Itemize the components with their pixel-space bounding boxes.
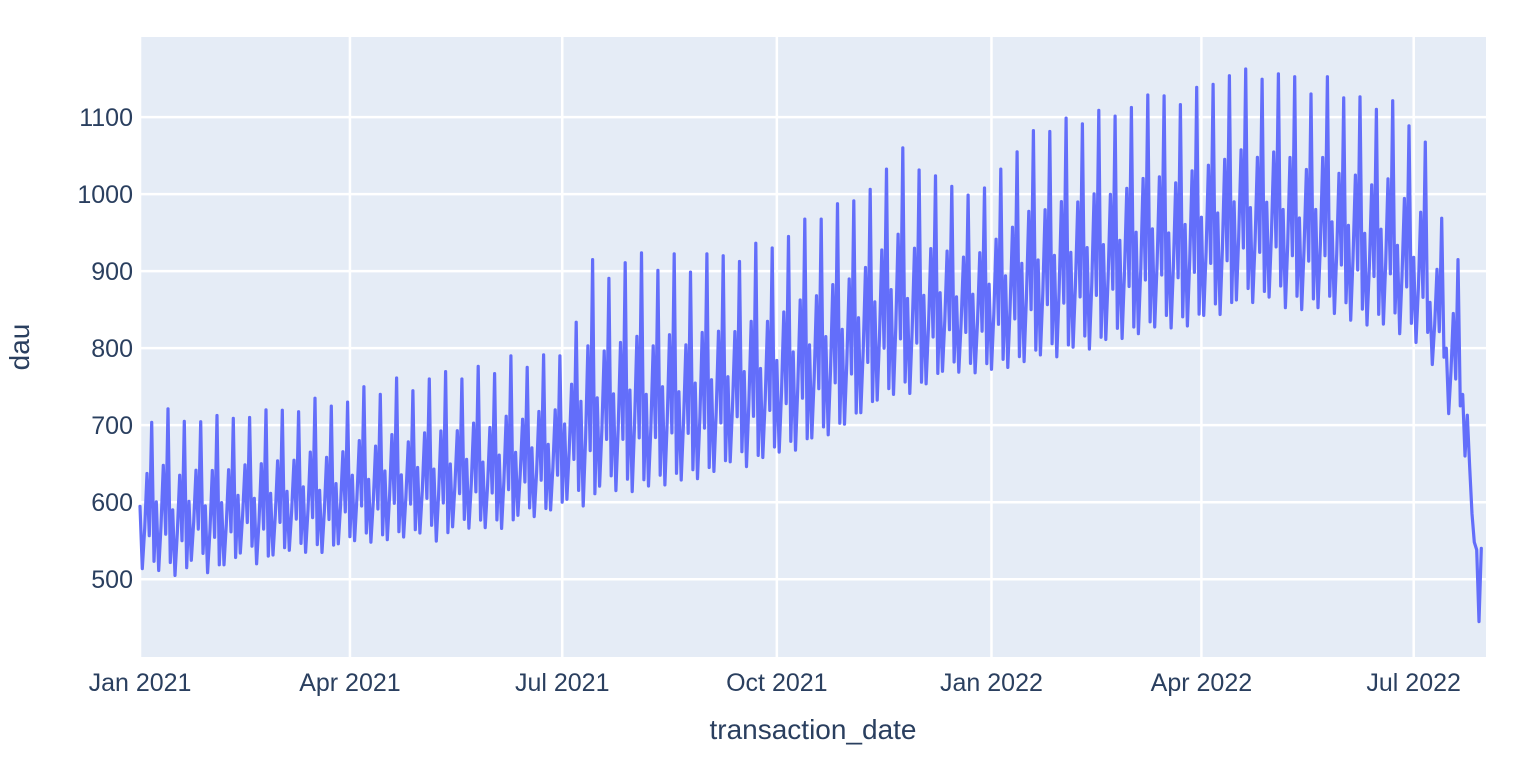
x-tick-label: Oct 2021 — [726, 669, 827, 697]
y-tick-label: 600 — [91, 489, 133, 517]
x-tick-label: Jul 2022 — [1366, 669, 1461, 697]
x-tick-label: Jan 2022 — [940, 669, 1043, 697]
y-tick-label: 700 — [91, 412, 133, 440]
y-tick-label: 1000 — [77, 181, 133, 209]
x-axis-title: transaction_date — [709, 714, 916, 745]
y-tick-label: 500 — [91, 566, 133, 594]
y-axis-title: dau — [4, 324, 35, 371]
tick-labels-layer: 500 600 700 800 900 1000 1100 Jan 2021 Apr 2021 J… — [77, 104, 1461, 697]
x-tick-label: Jan 2021 — [89, 669, 192, 697]
series-layer — [138, 67, 1483, 624]
x-tick-label: Apr 2022 — [1151, 669, 1252, 697]
x-tick-label: Apr 2021 — [299, 669, 400, 697]
y-tick-label: 1100 — [79, 104, 133, 132]
y-tick-label: 800 — [91, 335, 133, 363]
y-tick-label: 900 — [91, 258, 133, 286]
dau-series-line[interactable] — [138, 67, 1483, 624]
x-tick-label: Jul 2021 — [515, 669, 610, 697]
